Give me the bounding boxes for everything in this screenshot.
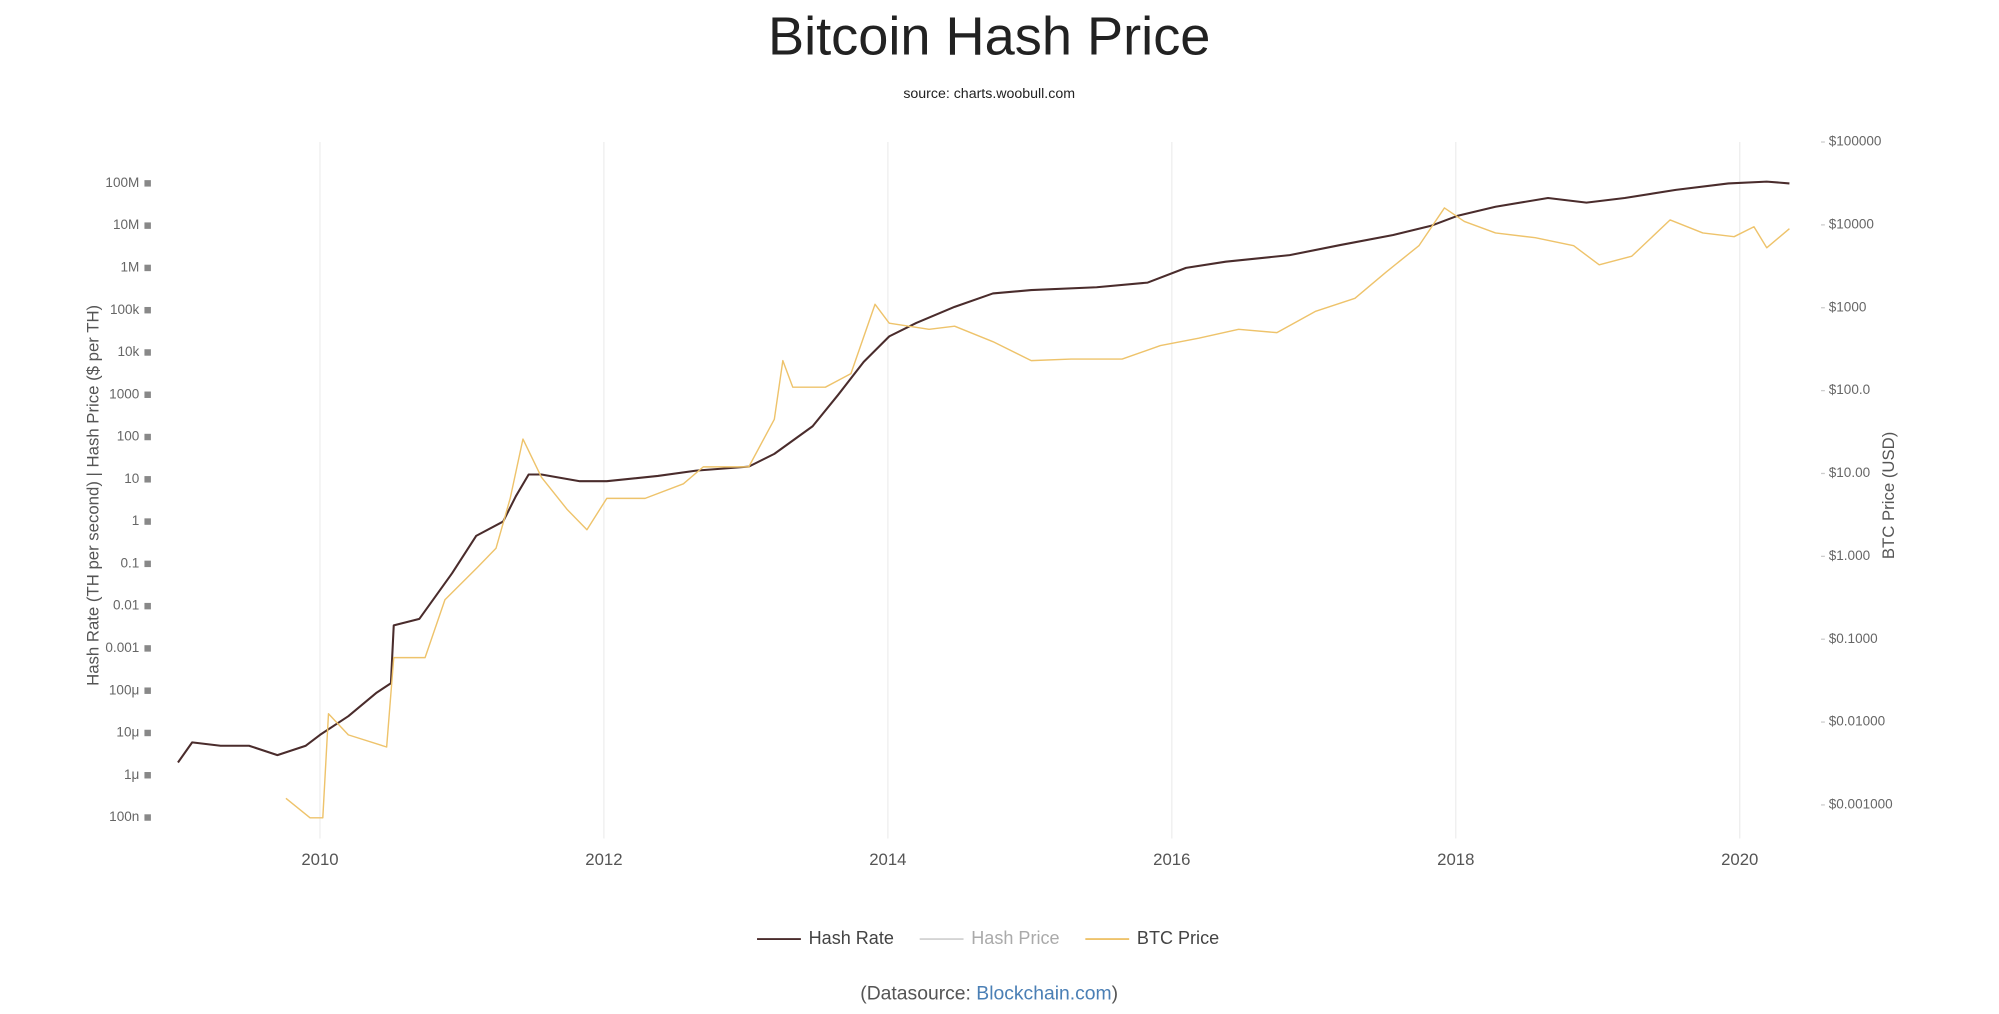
footer-prefix: (Datasource: [860, 983, 976, 1005]
y-tick-label: 100μ [109, 682, 139, 697]
y2-tick-label: $10000 [1829, 216, 1874, 231]
y-tick-label: 1μ [124, 767, 139, 782]
y-tick-mark [144, 729, 151, 737]
y-tick-label: 1 [132, 513, 140, 528]
y-tick-label: 100 [117, 429, 140, 444]
y-tick-label: 0.1 [120, 555, 139, 570]
y2-tick-label: $0.01000 [1829, 714, 1885, 729]
y-tick-label: 100n [109, 809, 139, 824]
y-tick-mark [144, 772, 151, 779]
y-tick-mark [144, 814, 151, 821]
y2-tick-label: $100000 [1829, 134, 1882, 149]
footer-suffix: ) [1112, 983, 1118, 1005]
legend-label: Hash Rate [809, 928, 894, 948]
y-tick-mark [144, 602, 151, 610]
y-tick-label: 10k [117, 344, 139, 359]
y-tick-label: 10M [113, 217, 139, 232]
y-tick-mark [144, 476, 151, 483]
y-tick-mark [144, 264, 151, 272]
y-tick-label: 100k [110, 302, 140, 317]
y-axis-label: Hash Rate (TH per second) | Hash Price (… [84, 305, 103, 686]
y2-tick-label: $1.000 [1829, 548, 1870, 563]
y2-axis-label: BTC Price (USD) [1879, 432, 1898, 560]
y-tick-label: 10μ [116, 725, 139, 740]
data-line [285, 207, 1790, 819]
x-tick-label: 2018 [1437, 850, 1474, 869]
y-tick-mark [144, 391, 151, 398]
legend-item[interactable]: Hash Rate [757, 928, 894, 948]
legend-label: BTC Price [1137, 928, 1219, 948]
y-tick-label: 0.001 [105, 640, 139, 655]
data-line [177, 180, 1790, 764]
x-tick-label: 2014 [869, 850, 906, 869]
y2-tick-label: $100.0 [1829, 382, 1870, 397]
x-tick-label: 2012 [585, 850, 622, 869]
y2-tick-label: $0.1000 [1829, 631, 1878, 646]
x-tick-label: 2010 [301, 850, 338, 869]
y-tick-mark [144, 560, 151, 568]
x-tick-label: 2016 [1153, 850, 1190, 869]
y-tick-mark [144, 222, 151, 229]
y-tick-mark [144, 180, 151, 187]
legend-item[interactable]: Hash Price [919, 928, 1060, 948]
chart-subtitle: source: charts.woobull.com [903, 86, 1075, 102]
y-tick-mark [144, 306, 151, 314]
footer: (Datasource: Blockchain.com) [860, 983, 1118, 1005]
y-tick-label: 0.01 [113, 598, 139, 613]
y-tick-label: 10 [124, 471, 139, 486]
y-tick-mark [144, 433, 151, 441]
legend-item[interactable]: BTC Price [1085, 928, 1219, 948]
x-tick-label: 2020 [1721, 850, 1758, 869]
legend-label: Hash Price [971, 928, 1059, 948]
y-tick-label: 1M [120, 259, 139, 274]
y2-tick-label: $0.001000 [1829, 797, 1893, 812]
footer-link[interactable]: Blockchain.com [976, 983, 1111, 1005]
y-tick-label: 100M [105, 175, 139, 190]
y2-tick-label: $1000 [1829, 299, 1867, 314]
y-tick-label: 1000 [109, 386, 139, 401]
chart-title: Bitcoin Hash Price [768, 6, 1210, 66]
y-tick-mark [144, 518, 151, 525]
y-tick-mark [144, 645, 151, 652]
y2-tick-label: $10.00 [1829, 465, 1870, 480]
y-tick-mark [144, 687, 151, 694]
y-tick-mark [144, 349, 151, 356]
